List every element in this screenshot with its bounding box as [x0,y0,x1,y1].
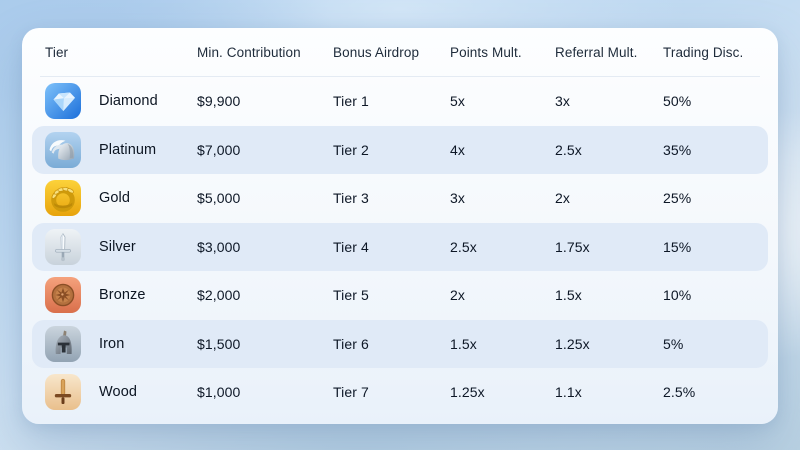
diamond-icon [45,83,81,120]
bonus-airdrop-cell: Tier 2 [333,141,369,158]
table-row: Wood $1,000 Tier 7 1.25x 1.1x 2.5% [32,368,768,417]
tier-cell: Bronze [45,277,197,314]
referral-mult-cell: 1.75x [555,238,590,255]
table-row: Bronze $2,000 Tier 5 2x 1.5x 10% [32,271,768,320]
platinum-icon [45,131,81,168]
min-contribution-cell: $5,000 [197,190,241,207]
points-mult-cell: 2.5x [450,238,477,255]
bronze-icon [45,277,81,314]
column-header-min-contribution: Min. Contribution [197,44,301,60]
min-contribution-cell: $1,500 [197,335,241,352]
tier-name: Wood [99,384,138,401]
points-mult-cell: 4x [450,141,465,158]
tier-name: Iron [99,335,125,352]
tier-name: Platinum [99,141,157,158]
gold-icon [45,180,81,217]
referral-mult-cell: 1.1x [555,384,582,401]
min-contribution-cell: $3,000 [197,238,241,255]
table-row: Platinum $7,000 Tier 2 4x 2.5x 35% [32,125,768,174]
referral-mult-cell: 2x [555,190,570,207]
bonus-airdrop-cell: Tier 1 [333,93,369,110]
column-header-points-mult: Points Mult. [450,44,522,60]
table-row: Silver $3,000 Tier 4 2.5x 1.75x 15% [32,222,768,271]
bonus-airdrop-cell: Tier 7 [333,384,369,401]
tier-cell: Silver [45,228,197,265]
tier-cell: Platinum [45,131,197,168]
trading-disc-cell: 10% [663,287,692,304]
trading-disc-cell: 5% [663,335,684,352]
tier-cell: Wood [45,374,197,411]
points-mult-cell: 1.25x [450,384,485,401]
tier-name: Gold [99,190,131,207]
trading-disc-cell: 2.5% [663,384,696,401]
table-row: Gold $5,000 Tier 3 3x 2x 25% [32,174,768,223]
min-contribution-cell: $2,000 [197,287,241,304]
points-mult-cell: 1.5x [450,335,477,352]
min-contribution-cell: $9,900 [197,93,241,110]
points-mult-cell: 5x [450,93,465,110]
table-body: Diamond $9,900 Tier 1 5x 3x 50% Platinum… [22,77,778,417]
trading-disc-cell: 15% [663,238,692,255]
referral-mult-cell: 2.5x [555,141,582,158]
column-header-bonus-airdrop: Bonus Airdrop [333,44,420,60]
tier-cell: Gold [45,180,197,217]
min-contribution-cell: $1,000 [197,384,241,401]
trading-disc-cell: 50% [663,93,692,110]
column-header-trading-disc: Trading Disc. [663,44,744,60]
column-header-referral-mult: Referral Mult. [555,44,638,60]
referral-mult-cell: 1.25x [555,335,590,352]
silver-icon [45,228,81,265]
tier-name: Diamond [99,93,158,110]
bonus-airdrop-cell: Tier 6 [333,335,369,352]
tier-name: Silver [99,238,136,255]
referral-mult-cell: 1.5x [555,287,582,304]
table-header-row: Tier Min. Contribution Bonus Airdrop Poi… [32,28,768,76]
column-header-tier: Tier [45,44,69,60]
table-row: Diamond $9,900 Tier 1 5x 3x 50% [32,77,768,126]
points-mult-cell: 2x [450,287,465,304]
bonus-airdrop-cell: Tier 3 [333,190,369,207]
trading-disc-cell: 35% [663,141,692,158]
bonus-airdrop-cell: Tier 5 [333,287,369,304]
referral-mult-cell: 3x [555,93,570,110]
trading-disc-cell: 25% [663,190,692,207]
wood-icon [45,374,81,411]
tier-table-card: Tier Min. Contribution Bonus Airdrop Poi… [22,28,778,424]
header-divider [40,76,760,77]
tier-cell: Diamond [45,83,197,120]
table-row: Iron $1,500 Tier 6 1.5x 1.25x 5% [32,319,768,368]
tier-cell: Iron [45,325,197,362]
points-mult-cell: 3x [450,190,465,207]
iron-icon [45,325,81,362]
tier-name: Bronze [99,287,146,304]
bonus-airdrop-cell: Tier 4 [333,238,369,255]
min-contribution-cell: $7,000 [197,141,241,158]
